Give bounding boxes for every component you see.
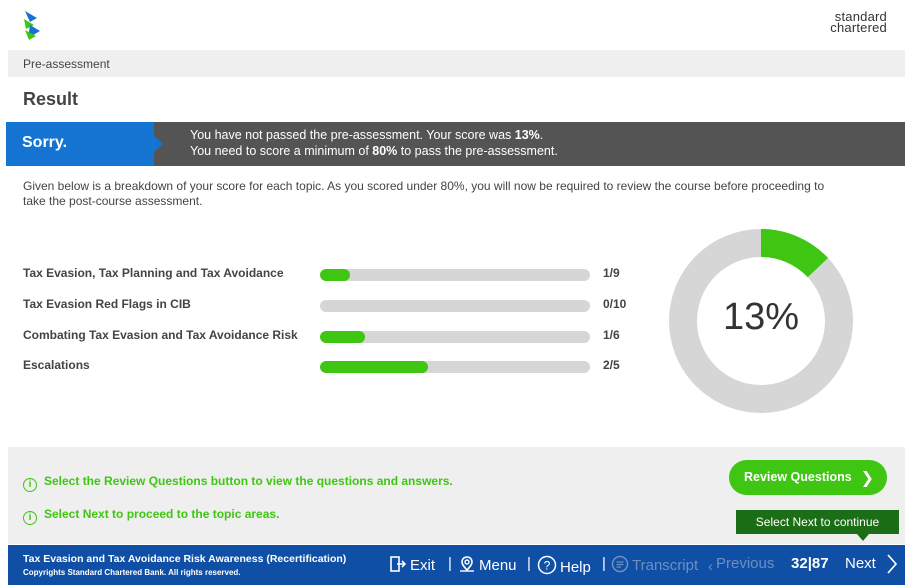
- menu-button[interactable]: Menu: [458, 555, 517, 574]
- page-total: 87: [811, 555, 829, 572]
- footer-separator: |: [527, 555, 531, 572]
- info-line-next: i Select Next to proceed to the topic are…: [23, 507, 279, 525]
- breadcrumb-bar: Pre-assessment: [8, 50, 905, 77]
- topic-name: Tax Evasion Red Flags in CIB: [23, 297, 191, 311]
- minimum-score: 80%: [372, 144, 398, 158]
- topic-progress-bar: [320, 361, 590, 373]
- score-value: 13%: [514, 128, 540, 142]
- course-title: Tax Evasion and Tax Avoidance Risk Aware…: [23, 553, 347, 565]
- info-line-review: i Select the Review Questions button to v…: [23, 474, 453, 492]
- topic-score: 1/6: [603, 328, 620, 342]
- next-button[interactable]: Next: [845, 555, 876, 572]
- breadcrumb: Pre-assessment: [23, 57, 110, 71]
- overall-score-label: 13%: [722, 296, 800, 338]
- topic-row: Tax Evasion, Tax Planning and Tax Avoida…: [23, 265, 663, 283]
- sc-logo-icon: [24, 11, 40, 40]
- review-questions-button[interactable]: Review Questions ❯: [729, 460, 887, 495]
- page-counter: 32|87: [791, 555, 829, 572]
- topic-score: 1/9: [603, 266, 620, 280]
- page-current: 32: [791, 555, 808, 572]
- transcript-icon: [611, 555, 629, 573]
- svg-text:?: ?: [544, 559, 551, 573]
- tooltip-tail: [857, 534, 869, 541]
- brand-wordmark: standard chartered: [830, 9, 887, 35]
- topic-row: Combating Tax Evasion and Tax Avoidance …: [23, 327, 663, 345]
- topic-row: Tax Evasion Red Flags in CIB 0/10: [23, 296, 663, 314]
- topic-progress-bar: [320, 269, 590, 281]
- chevron-right-icon[interactable]: [885, 553, 899, 575]
- map-pin-icon: [460, 556, 474, 572]
- topic-score: 2/5: [603, 358, 620, 372]
- donut-fill: [669, 229, 853, 413]
- info-icon: i: [23, 478, 37, 492]
- help-icon: ?: [537, 555, 557, 575]
- overall-score-donut: [669, 229, 853, 413]
- topic-name: Combating Tax Evasion and Tax Avoidance …: [23, 328, 298, 342]
- topic-progress-fill: [320, 269, 350, 281]
- footer-separator: |: [448, 555, 452, 572]
- chevron-left-icon: ‹: [708, 558, 713, 575]
- review-questions-label: Review Questions: [744, 470, 852, 484]
- topic-progress-bar: [320, 300, 590, 312]
- next-tooltip: Select Next to continue: [736, 510, 899, 534]
- banner-arrow: [154, 136, 163, 152]
- page-title: Result: [23, 89, 79, 109]
- footer-separator: |: [602, 555, 606, 572]
- help-button[interactable]: ? Help: [537, 555, 591, 576]
- topic-row: Escalations 2/5: [23, 357, 663, 375]
- top-bar: standard chartered: [0, 0, 909, 50]
- breakdown-text: Given below is a breakdown of your score…: [23, 179, 825, 208]
- topic-name: Escalations: [23, 358, 90, 372]
- exit-button[interactable]: Exit: [389, 555, 435, 574]
- topic-progress-bar: [320, 331, 590, 343]
- banner-label: Sorry.: [22, 134, 68, 151]
- topic-score: 0/10: [603, 297, 627, 311]
- copyright-text: Copyrights Standard Chartered Bank. All …: [23, 568, 241, 577]
- exit-icon: [390, 556, 407, 572]
- info-icon: i: [23, 511, 37, 525]
- topic-name: Tax Evasion, Tax Planning and Tax Avoida…: [23, 266, 284, 280]
- topic-progress-fill: [320, 331, 366, 343]
- result-banner: Sorry. You have not passed the pre-asses…: [6, 122, 905, 166]
- transcript-button[interactable]: Transcript: [611, 555, 698, 574]
- banner-label-box: Sorry.: [6, 122, 154, 166]
- chevron-right-icon: ❯: [860, 470, 874, 487]
- banner-message: You have not passed the pre-assessment. …: [190, 128, 558, 158]
- footer-bar: Tax Evasion and Tax Avoidance Risk Aware…: [8, 545, 905, 585]
- previous-button[interactable]: ‹ Previous: [708, 555, 775, 575]
- topic-progress-fill: [320, 361, 428, 373]
